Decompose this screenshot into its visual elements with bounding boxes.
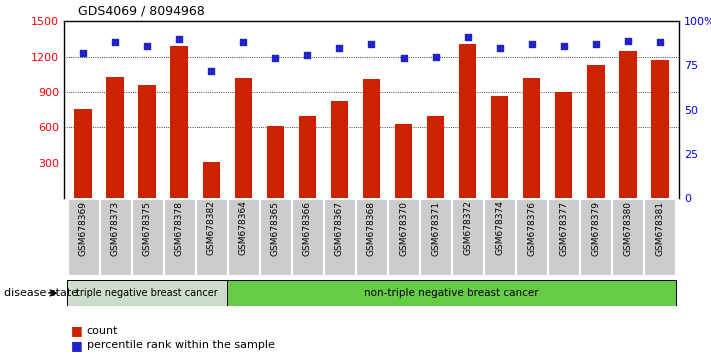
Point bbox=[365, 41, 377, 47]
Bar bbox=[651, 60, 668, 198]
Bar bbox=[587, 65, 604, 198]
Point bbox=[141, 43, 153, 49]
Text: ■: ■ bbox=[71, 339, 83, 352]
Point bbox=[333, 45, 345, 51]
Bar bbox=[203, 162, 220, 198]
Text: GSM678364: GSM678364 bbox=[239, 201, 248, 256]
Text: GSM678366: GSM678366 bbox=[303, 201, 312, 256]
FancyBboxPatch shape bbox=[100, 199, 131, 275]
Text: GSM678377: GSM678377 bbox=[559, 201, 568, 256]
Text: percentile rank within the sample: percentile rank within the sample bbox=[87, 340, 274, 350]
FancyBboxPatch shape bbox=[580, 199, 611, 275]
Text: GSM678381: GSM678381 bbox=[656, 201, 664, 256]
Text: GSM678380: GSM678380 bbox=[624, 201, 632, 256]
Point bbox=[430, 54, 442, 59]
Text: GSM678368: GSM678368 bbox=[367, 201, 376, 256]
FancyBboxPatch shape bbox=[228, 280, 675, 306]
Bar bbox=[331, 102, 348, 198]
FancyBboxPatch shape bbox=[292, 199, 323, 275]
Text: GSM678379: GSM678379 bbox=[592, 201, 600, 256]
Point bbox=[558, 43, 570, 49]
FancyBboxPatch shape bbox=[612, 199, 643, 275]
FancyBboxPatch shape bbox=[516, 199, 547, 275]
Point bbox=[205, 68, 217, 74]
Bar bbox=[171, 46, 188, 198]
Text: disease state: disease state bbox=[4, 288, 77, 298]
Text: GSM678372: GSM678372 bbox=[463, 201, 472, 256]
Bar bbox=[235, 78, 252, 198]
Bar bbox=[139, 85, 156, 198]
Point bbox=[622, 38, 634, 44]
FancyBboxPatch shape bbox=[388, 199, 419, 275]
Point bbox=[237, 40, 249, 45]
FancyBboxPatch shape bbox=[132, 199, 163, 275]
FancyBboxPatch shape bbox=[260, 199, 291, 275]
Bar bbox=[523, 78, 540, 198]
FancyBboxPatch shape bbox=[452, 199, 483, 275]
Text: GSM678376: GSM678376 bbox=[527, 201, 536, 256]
Text: GSM678374: GSM678374 bbox=[495, 201, 504, 256]
FancyBboxPatch shape bbox=[356, 199, 387, 275]
Point bbox=[77, 50, 89, 56]
Text: non-triple negative breast cancer: non-triple negative breast cancer bbox=[364, 288, 539, 298]
Bar bbox=[107, 77, 124, 198]
FancyBboxPatch shape bbox=[68, 280, 228, 306]
FancyBboxPatch shape bbox=[196, 199, 227, 275]
Text: GSM678369: GSM678369 bbox=[79, 201, 87, 256]
FancyBboxPatch shape bbox=[548, 199, 579, 275]
Point bbox=[398, 56, 410, 61]
Text: GSM678367: GSM678367 bbox=[335, 201, 344, 256]
Text: count: count bbox=[87, 326, 118, 336]
Text: triple negative breast cancer: triple negative breast cancer bbox=[76, 288, 218, 298]
FancyBboxPatch shape bbox=[644, 199, 675, 275]
Bar bbox=[395, 125, 412, 198]
FancyBboxPatch shape bbox=[484, 199, 515, 275]
Bar bbox=[267, 126, 284, 198]
Point bbox=[301, 52, 313, 58]
Bar bbox=[427, 116, 444, 198]
Point bbox=[590, 41, 602, 47]
Bar bbox=[299, 116, 316, 198]
Point bbox=[462, 34, 474, 40]
Text: GSM678365: GSM678365 bbox=[271, 201, 280, 256]
Text: GSM678370: GSM678370 bbox=[399, 201, 408, 256]
Text: ■: ■ bbox=[71, 325, 83, 337]
Point bbox=[494, 45, 506, 51]
Bar bbox=[619, 51, 636, 198]
Text: GSM678373: GSM678373 bbox=[111, 201, 119, 256]
Text: GSM678375: GSM678375 bbox=[143, 201, 151, 256]
Point bbox=[173, 36, 185, 42]
FancyBboxPatch shape bbox=[324, 199, 355, 275]
Bar bbox=[555, 92, 572, 198]
Point bbox=[654, 40, 665, 45]
Text: GSM678382: GSM678382 bbox=[207, 201, 216, 256]
Text: GSM678371: GSM678371 bbox=[431, 201, 440, 256]
Bar bbox=[491, 96, 508, 198]
Bar bbox=[75, 109, 92, 198]
Bar bbox=[363, 79, 380, 198]
Text: GDS4069 / 8094968: GDS4069 / 8094968 bbox=[78, 5, 205, 18]
FancyBboxPatch shape bbox=[68, 199, 99, 275]
Bar bbox=[459, 44, 476, 198]
FancyBboxPatch shape bbox=[164, 199, 195, 275]
Point bbox=[269, 56, 281, 61]
Point bbox=[526, 41, 538, 47]
Text: GSM678378: GSM678378 bbox=[175, 201, 184, 256]
Point bbox=[109, 40, 121, 45]
FancyBboxPatch shape bbox=[420, 199, 451, 275]
FancyBboxPatch shape bbox=[228, 199, 259, 275]
